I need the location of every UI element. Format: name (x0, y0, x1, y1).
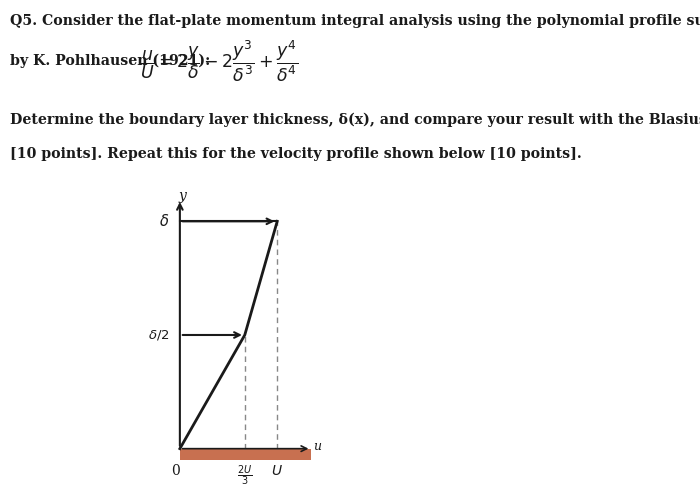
Text: 0: 0 (171, 465, 180, 479)
Text: $U$: $U$ (272, 465, 284, 479)
Text: [10 points]. Repeat this for the velocity profile shown below [10 points].: [10 points]. Repeat this for the velocit… (10, 147, 582, 161)
FancyBboxPatch shape (180, 449, 312, 460)
Text: Q5. Consider the flat-plate momentum integral analysis using the polynomial prof: Q5. Consider the flat-plate momentum int… (10, 14, 700, 28)
Text: $\delta$: $\delta$ (160, 213, 169, 229)
Text: y: y (178, 189, 186, 203)
Text: Determine the boundary layer thickness, δ(x), and compare your result with the B: Determine the boundary layer thickness, … (10, 113, 700, 127)
Text: by K. Pohlhausen (1921):: by K. Pohlhausen (1921): (10, 53, 210, 68)
Text: $\dfrac{u}{U} = 2\dfrac{y}{\delta} - 2\dfrac{y^3}{\delta^3} + \dfrac{y^4}{\delta: $\dfrac{u}{U} = 2\dfrac{y}{\delta} - 2\d… (141, 38, 299, 84)
Text: u: u (313, 440, 321, 453)
Text: $\frac{2U}{3}$: $\frac{2U}{3}$ (237, 464, 253, 488)
Text: $\delta/2$: $\delta/2$ (148, 328, 169, 342)
